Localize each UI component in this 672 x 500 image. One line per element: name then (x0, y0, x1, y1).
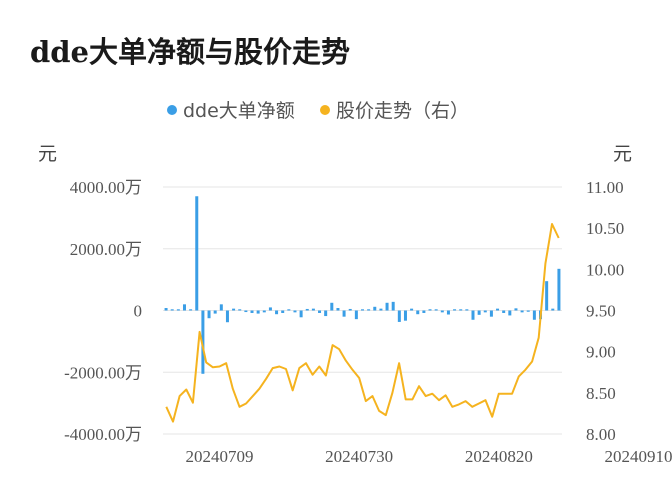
left-tick-label: 2000.00万 (70, 240, 142, 259)
dde-bar (434, 309, 438, 311)
dde-bar (324, 310, 328, 317)
dde-bar (422, 310, 426, 313)
dde-bar (446, 310, 450, 315)
legend: dde大单净额 股价走势（右） (167, 100, 469, 122)
dde-bar (483, 310, 487, 313)
dde-bar (354, 310, 358, 320)
dde-bar (367, 309, 371, 311)
dde-bars (164, 196, 561, 374)
dde-bar (281, 310, 285, 313)
dde-bar (403, 310, 407, 321)
legend-marker-dde (167, 105, 177, 115)
dde-bar (465, 309, 469, 311)
right-tick-label: 9.00 (586, 343, 616, 362)
dde-bar (299, 310, 303, 318)
dde-bar (170, 309, 174, 311)
legend-label-dde: dde大单净额 (183, 100, 295, 122)
right-axis-ticks: 11.00 10.50 10.00 9.50 9.00 8.50 8.00 (586, 178, 624, 444)
dde-bar (410, 308, 414, 311)
dde-bar (164, 308, 168, 311)
right-tick-label: 10.00 (586, 260, 624, 279)
x-tick-label: 20240709 (186, 447, 254, 466)
dde-bar (219, 304, 223, 311)
dde-bar (373, 306, 377, 311)
dde-bar (275, 310, 279, 315)
dde-bar (508, 310, 512, 316)
dde-bar (551, 308, 555, 311)
dde-bar (379, 308, 383, 311)
dde-bar (195, 196, 199, 311)
dde-bar (489, 310, 493, 317)
dde-bar (268, 307, 272, 311)
left-tick-label: -4000.00万 (64, 425, 142, 444)
dde-bar (182, 304, 186, 311)
dde-bar (391, 301, 395, 311)
dde-bar (502, 310, 506, 313)
dde-bar (256, 310, 260, 314)
x-tick-label: 20240820 (465, 447, 533, 466)
dde-bar (416, 310, 420, 315)
right-tick-label: 11.00 (586, 178, 624, 197)
left-tick-label: 0 (134, 302, 143, 321)
dde-bar (385, 302, 389, 311)
left-tick-label: -2000.00万 (64, 363, 142, 382)
dde-bar (520, 310, 524, 313)
chart-title: dde大单净额与股价走势 (30, 35, 350, 69)
dde-bar (428, 309, 432, 311)
price-line (165, 223, 560, 423)
legend-label-price: 股价走势（右） (336, 100, 469, 122)
dde-bar (471, 310, 475, 320)
dde-bar (532, 310, 536, 320)
dde-bar (397, 310, 401, 322)
dde-bar (225, 310, 229, 323)
dde-bar (207, 310, 211, 319)
dde-bar (293, 310, 297, 313)
right-tick-label: 9.50 (586, 302, 616, 321)
dde-bar (238, 309, 242, 311)
dde-bar (459, 309, 463, 311)
dde-bar (287, 309, 291, 311)
left-axis-unit: 元 (38, 143, 57, 165)
x-axis-ticks: 20240709 20240730 20240820 20240910 (186, 447, 672, 466)
x-tick-label: 20240910 (604, 447, 672, 466)
dde-bar (330, 302, 334, 311)
dde-bar (213, 310, 217, 314)
dde-bar (232, 308, 236, 311)
dde-bar (305, 308, 309, 311)
right-tick-label: 10.50 (586, 219, 624, 238)
dde-bar (496, 308, 500, 311)
price-line-path (165, 223, 560, 423)
dde-bar (189, 309, 193, 311)
dde-bar (342, 310, 346, 317)
dde-bar (318, 310, 322, 313)
dde-bar (348, 308, 352, 311)
dde-bar (453, 309, 457, 311)
dde-bar (311, 308, 315, 311)
dde-bar (557, 268, 561, 311)
dde-bar (176, 309, 180, 311)
dde-bar (440, 310, 444, 313)
dde-bar (201, 310, 205, 374)
dde-bar (361, 309, 364, 311)
left-tick-label: 4000.00万 (70, 178, 142, 197)
legend-marker-price (320, 105, 330, 115)
dde-bar (250, 310, 254, 313)
right-tick-label: 8.00 (586, 425, 616, 444)
dde-bar (336, 308, 340, 311)
dde-bar (545, 281, 549, 311)
dde-bar (514, 308, 518, 311)
right-tick-label: 8.50 (586, 384, 616, 403)
x-tick-label: 20240730 (325, 447, 393, 466)
dde-bar (262, 310, 266, 313)
dde-bar (526, 310, 530, 312)
dde-bar (477, 310, 481, 315)
right-axis-unit: 元 (613, 143, 632, 165)
left-axis-ticks: 4000.00万 2000.00万 0 -2000.00万 -4000.00万 (64, 178, 142, 444)
dde-bar (244, 310, 248, 313)
